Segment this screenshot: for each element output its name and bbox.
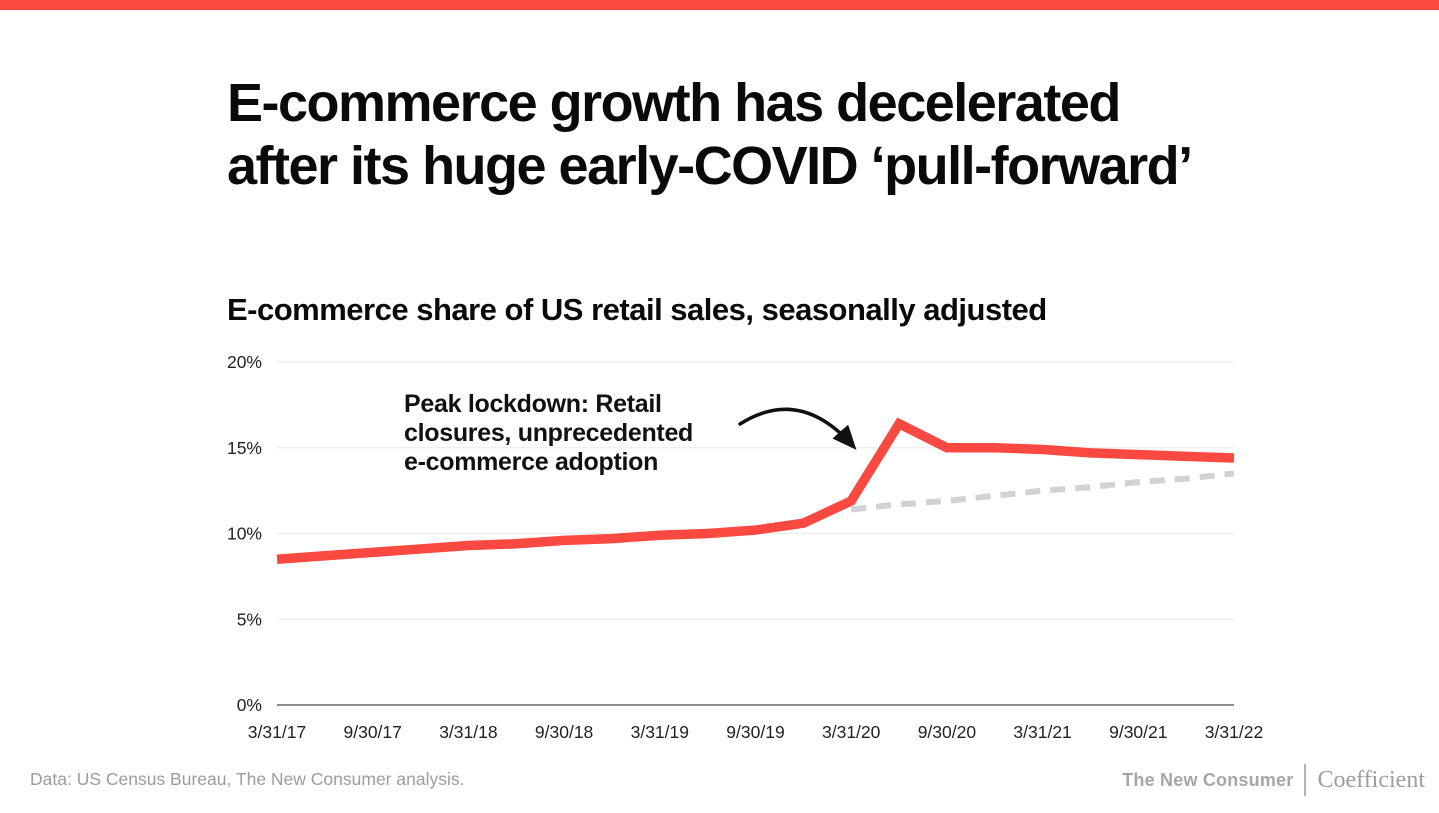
svg-text:3/31/20: 3/31/20 [822, 722, 881, 742]
annotation-arrow-icon [738, 407, 857, 450]
svg-text:5%: 5% [237, 609, 262, 629]
page-title: E-commerce growth has decelerated after … [227, 72, 1193, 198]
brand-lockup: The New Consumer Coefficient [1122, 762, 1425, 798]
data-series-lines [276, 417, 1235, 564]
annotation-line-2: closures, unprecedented [404, 419, 694, 447]
x-axis-labels: 3/31/17 9/30/17 3/31/18 9/30/18 3/31/19 9/30/… [248, 722, 1263, 742]
brand-name: The New Consumer [1122, 769, 1294, 790]
svg-text:10%: 10% [227, 524, 262, 544]
svg-text:3/31/22: 3/31/22 [1205, 722, 1263, 742]
page-title-line-2: after its huge early-COVID ‘pull-forward… [227, 136, 1193, 196]
annotation-line-3: e-commerce adoption [404, 448, 659, 476]
svg-text:0%: 0% [237, 695, 262, 715]
peak-lockdown-annotation: Peak lockdown: Retail closures, unpreced… [404, 390, 693, 477]
chart-title: E-commerce share of US retail sales, sea… [227, 292, 1047, 327]
svg-text:3/31/17: 3/31/17 [248, 722, 306, 742]
svg-text:9/30/17: 9/30/17 [344, 722, 402, 742]
page-title-line-1: E-commerce growth has decelerated [227, 73, 1121, 133]
svg-text:9/30/21: 9/30/21 [1109, 722, 1167, 742]
svg-text:3/31/18: 3/31/18 [439, 722, 497, 742]
annotation-line-1: Peak lockdown: Retail [404, 390, 662, 418]
svg-text:9/30/19: 9/30/19 [726, 722, 784, 742]
data-source-note: Data: US Census Bureau, The New Consumer… [30, 769, 465, 789]
svg-text:9/30/18: 9/30/18 [535, 722, 593, 742]
svg-text:20%: 20% [227, 352, 262, 372]
svg-text:9/30/20: 9/30/20 [918, 722, 977, 742]
svg-text:15%: 15% [227, 438, 262, 458]
brand-divider [1304, 764, 1307, 796]
brand-accent-top-bar [0, 0, 1439, 10]
partner-logo: Coefficient [1317, 766, 1425, 793]
svg-text:3/31/19: 3/31/19 [631, 722, 689, 742]
svg-text:3/31/21: 3/31/21 [1013, 722, 1071, 742]
